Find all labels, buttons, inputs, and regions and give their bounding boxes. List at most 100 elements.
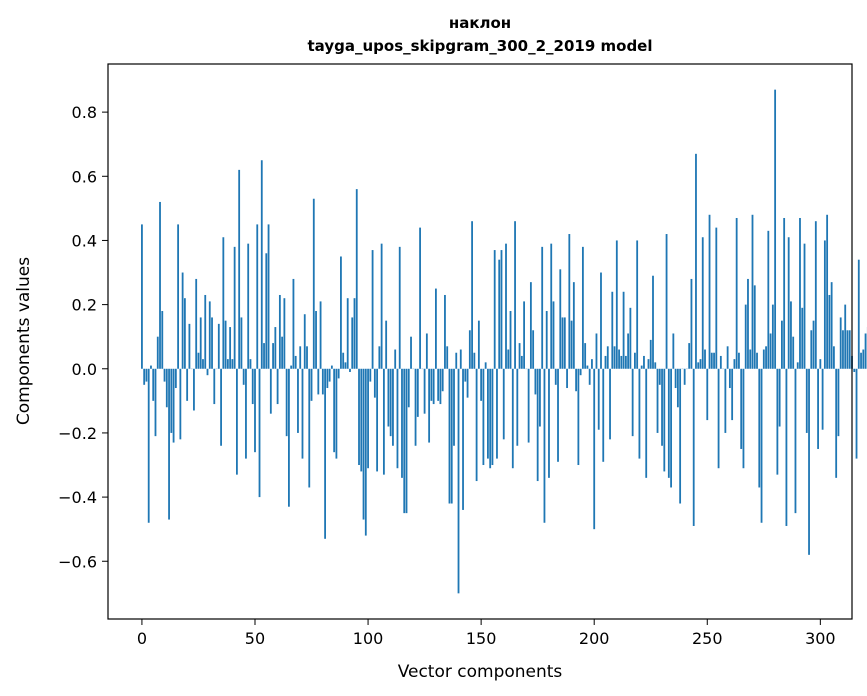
bar-218 — [634, 352, 636, 369]
bar-133 — [441, 368, 444, 392]
bar-121 — [414, 368, 417, 446]
bar-21 — [188, 323, 191, 369]
bar-166 — [516, 368, 519, 446]
bar-274 — [760, 368, 763, 523]
bar-107 — [382, 368, 385, 475]
bar-113 — [396, 368, 399, 469]
bar-111 — [392, 368, 394, 446]
bar-60 — [276, 368, 279, 405]
bar-233 — [667, 368, 670, 478]
bar-286 — [787, 237, 790, 369]
bar-262 — [733, 359, 736, 369]
bar-8 — [159, 201, 161, 369]
bar-194 — [579, 368, 582, 376]
bar-265 — [740, 368, 743, 449]
bar-125 — [423, 368, 426, 414]
bar-90 — [344, 362, 347, 369]
bar-64 — [285, 368, 288, 437]
bar-65 — [288, 368, 290, 507]
x-axis-title: Vector components — [398, 662, 563, 682]
bar-30 — [208, 301, 211, 369]
bar-182 — [552, 301, 555, 369]
bar-247 — [699, 359, 702, 369]
bar-171 — [527, 368, 530, 443]
bar-276 — [765, 346, 767, 369]
bar-223 — [645, 368, 648, 478]
bar-151 — [482, 368, 485, 466]
bar-167 — [518, 343, 521, 369]
bar-136 — [448, 368, 451, 504]
bar-225 — [649, 339, 652, 369]
bar-206 — [606, 346, 609, 369]
bar-131 — [437, 368, 440, 401]
bar-139 — [455, 352, 458, 369]
bar-91 — [346, 298, 349, 369]
bar-165 — [514, 221, 516, 369]
bar-123 — [419, 227, 421, 369]
chart-title-line-2: tayga_upos_skipgram_300_2_2019 model — [308, 37, 653, 55]
bar-240 — [683, 368, 686, 385]
bar-86 — [335, 368, 338, 459]
bar-249 — [704, 349, 706, 369]
bar-195 — [581, 246, 584, 369]
bar-84 — [330, 365, 333, 369]
bar-227 — [654, 362, 657, 369]
bar-202 — [597, 368, 600, 430]
x-tick-label: 300 — [805, 629, 836, 648]
bar-243 — [690, 278, 693, 369]
y-tick-label: 0.2 — [72, 296, 97, 315]
bar-281 — [776, 368, 779, 475]
bar-264 — [738, 352, 740, 369]
bar-156 — [493, 250, 496, 369]
bar-277 — [767, 230, 770, 369]
x-tick-label: 50 — [245, 629, 265, 648]
bar-196 — [584, 343, 587, 369]
bar-19 — [183, 298, 186, 369]
bar-288 — [792, 336, 795, 369]
bar-212 — [620, 355, 623, 369]
bar-37 — [224, 320, 227, 369]
bar-112 — [394, 349, 397, 369]
bar-92 — [349, 368, 351, 372]
bar-144 — [466, 368, 469, 398]
bar-299 — [817, 368, 819, 449]
bar-231 — [663, 368, 666, 472]
y-axis-title: Components values — [14, 257, 34, 425]
bar-109 — [387, 368, 390, 427]
bar-270 — [751, 214, 754, 369]
bar-217 — [631, 368, 634, 437]
bar-41 — [233, 246, 236, 369]
bar-261 — [731, 368, 734, 421]
bar-57 — [269, 368, 272, 414]
bar-292 — [801, 307, 804, 369]
bar-245 — [695, 153, 697, 369]
bar-14 — [172, 368, 175, 443]
bar-320 — [864, 333, 867, 369]
bar-260 — [728, 368, 731, 389]
bar-205 — [604, 355, 607, 369]
bar-280 — [774, 89, 777, 369]
bar-232 — [665, 234, 668, 369]
bar-116 — [403, 368, 406, 514]
bar-154 — [489, 368, 492, 469]
bar-34 — [217, 323, 220, 369]
bar-63 — [283, 298, 286, 369]
bar-190 — [570, 320, 573, 369]
bar-303 — [826, 214, 829, 369]
bar-198 — [588, 368, 591, 385]
bar-58 — [272, 343, 274, 369]
y-tick-label: 0.8 — [72, 103, 97, 122]
bar-105 — [378, 346, 381, 369]
bar-104 — [376, 368, 379, 472]
bar-224 — [647, 359, 650, 369]
bar-162 — [507, 349, 510, 369]
bar-67 — [292, 278, 295, 369]
bar-31 — [211, 317, 213, 369]
bar-145 — [468, 330, 471, 369]
bar-244 — [692, 368, 695, 526]
bar-208 — [611, 291, 614, 369]
bar-279 — [771, 304, 774, 369]
bar-174 — [534, 368, 537, 395]
bar-70 — [299, 346, 302, 369]
bar-230 — [661, 368, 663, 446]
